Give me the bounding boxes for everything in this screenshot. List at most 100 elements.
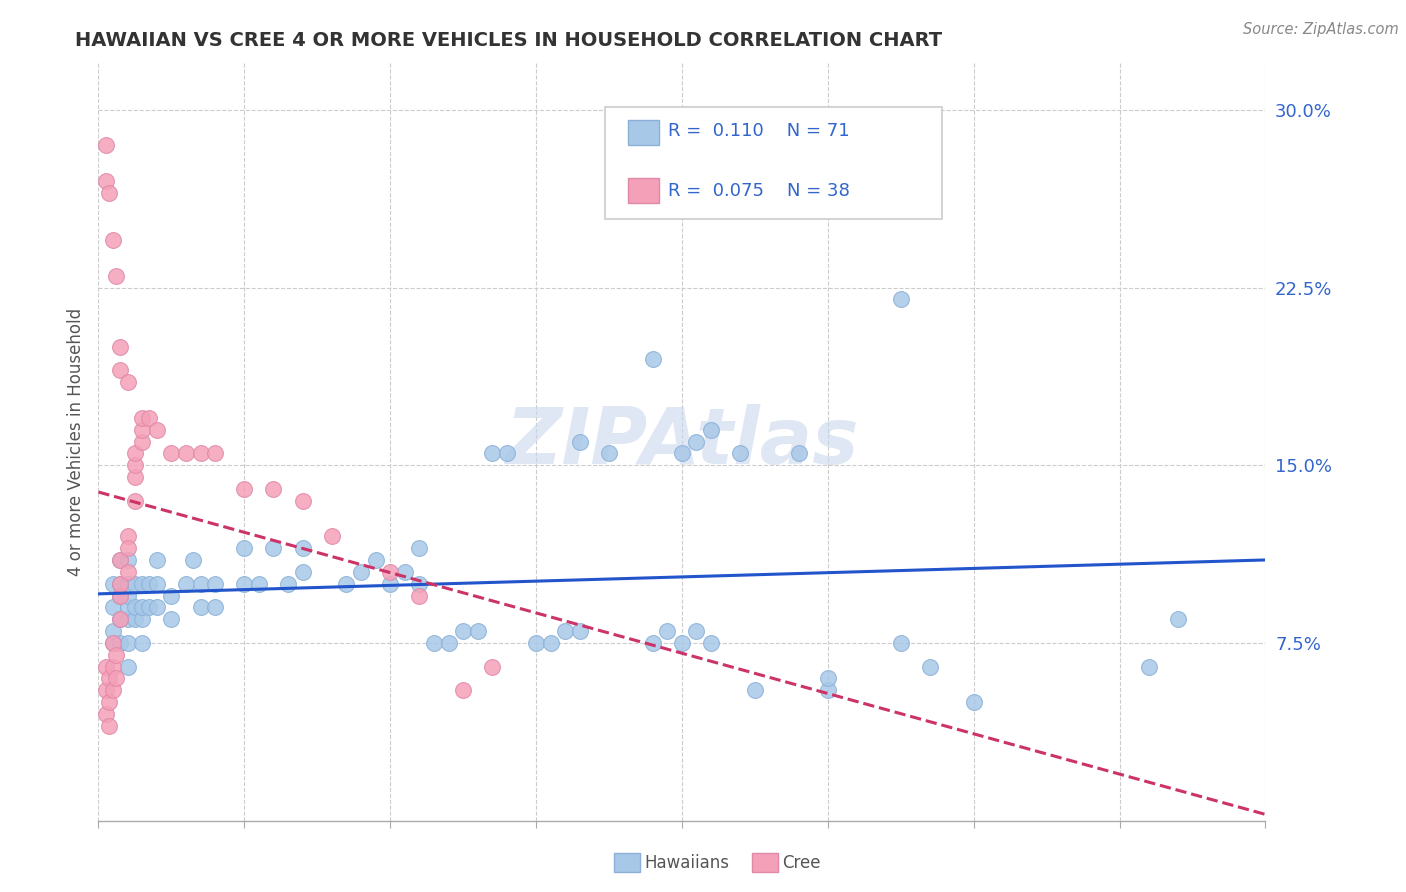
Point [394,565,416,579]
Point [117,659,139,673]
Point [204,576,226,591]
Point [568,434,591,449]
Text: Source: ZipAtlas.com: Source: ZipAtlas.com [1243,22,1399,37]
Point [817,683,839,698]
Point [101,683,124,698]
Point [110,612,132,626]
Point [233,576,256,591]
Point [131,410,153,425]
Text: Cree: Cree [782,854,820,871]
Point [131,576,153,591]
Point [190,600,212,615]
Point [110,612,132,626]
Point [138,600,160,615]
Point [685,624,707,639]
Point [117,589,139,603]
Point [138,576,160,591]
Text: Hawaiians: Hawaiians [644,854,728,871]
Point [262,541,284,556]
Point [160,446,183,460]
Point [117,529,139,543]
Point [380,565,402,579]
Point [124,600,146,615]
Point [671,636,693,650]
Point [94,174,117,188]
Point [481,659,503,673]
Point [890,636,912,650]
Point [94,683,117,698]
Point [101,624,124,639]
Point [380,576,402,591]
Point [131,612,153,626]
Point [496,446,519,460]
Point [110,553,132,567]
Point [291,493,314,508]
Point [700,636,723,650]
Point [467,624,489,639]
Point [1167,612,1189,626]
Point [124,470,146,484]
Point [481,446,503,460]
Point [94,138,117,153]
Point [117,541,139,556]
Point [110,576,132,591]
Point [321,529,343,543]
Point [700,423,723,437]
Point [204,600,226,615]
Point [124,446,146,460]
Point [110,589,132,603]
Point [160,612,183,626]
Point [437,636,460,650]
Point [110,636,132,650]
Point [568,624,591,639]
Point [641,636,664,650]
Point [451,624,474,639]
Point [110,576,132,591]
Point [890,293,912,307]
Point [94,706,117,721]
Point [131,434,153,449]
Point [146,553,169,567]
Y-axis label: 4 or more Vehicles in Household: 4 or more Vehicles in Household [66,308,84,575]
Point [117,636,139,650]
Point [117,565,139,579]
Point [408,576,430,591]
Point [104,268,127,283]
Point [101,659,124,673]
Point [146,423,169,437]
Point [540,636,562,650]
Point [685,434,707,449]
Point [1137,659,1160,673]
Point [101,600,124,615]
Point [451,683,474,698]
Point [233,541,256,556]
Point [817,672,839,686]
Point [101,636,124,650]
Point [117,612,139,626]
Point [124,458,146,473]
Point [554,624,576,639]
Point [233,482,256,496]
Point [146,600,169,615]
Point [247,576,270,591]
Point [423,636,446,650]
Point [97,695,120,709]
Point [97,186,120,200]
Point [97,672,120,686]
Point [124,576,146,591]
Point [101,576,124,591]
Point [131,423,153,437]
Point [110,553,132,567]
Point [117,576,139,591]
Point [131,636,153,650]
Point [124,493,146,508]
Text: ZIPAtlas: ZIPAtlas [505,403,859,480]
Point [291,565,314,579]
Point [204,446,226,460]
Point [190,576,212,591]
Point [181,553,204,567]
Point [277,576,299,591]
Text: R =  0.110    N = 71: R = 0.110 N = 71 [668,122,849,140]
Point [110,589,132,603]
Point [408,589,430,603]
